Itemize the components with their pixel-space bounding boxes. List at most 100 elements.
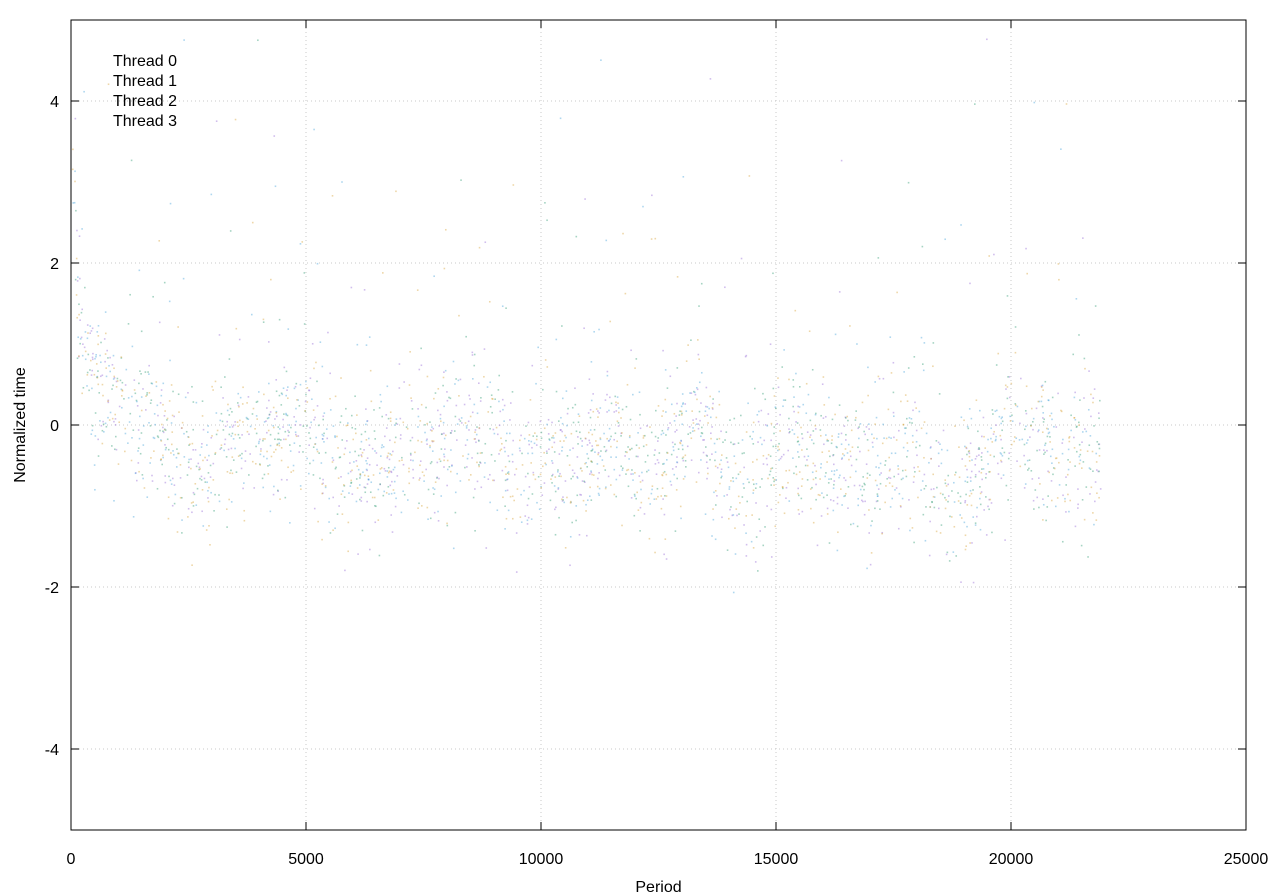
series-0-point: [987, 505, 989, 508]
series-3-point: [1042, 389, 1044, 391]
series-1-point: [284, 430, 287, 433]
series-1-point: [449, 397, 452, 400]
series-0-point: [655, 473, 658, 476]
series-0-point: [977, 448, 980, 450]
series-2-point: [987, 463, 989, 465]
series-1-point: [237, 433, 240, 436]
series-0-point: [173, 415, 175, 418]
series-2-point: [609, 438, 612, 441]
series-1-point: [714, 459, 716, 462]
series-1-point: [275, 390, 278, 393]
series-1-point: [629, 448, 631, 451]
series-1-point: [278, 394, 281, 397]
series-1-point: [757, 570, 759, 572]
series-2-point: [310, 421, 312, 424]
series-3-point: [712, 508, 714, 510]
series-1-point: [195, 465, 198, 468]
series-0-point: [562, 496, 564, 498]
series-0-point: [366, 500, 368, 503]
series-3-point: [324, 485, 327, 487]
series-1-point: [135, 399, 138, 402]
series-1-point: [306, 425, 308, 427]
series-1-point: [832, 454, 835, 456]
series-3-point: [851, 446, 854, 449]
series-3-point: [806, 464, 809, 467]
series-2-point: [316, 448, 318, 451]
series-0-point: [1061, 442, 1064, 444]
series-1-point: [476, 426, 478, 428]
series-3-point: [86, 374, 89, 376]
series-2-point: [406, 499, 409, 501]
series-1-point: [113, 448, 116, 451]
series-3-point: [148, 392, 151, 394]
series-1-point: [624, 451, 627, 453]
series-3-point: [409, 351, 411, 353]
series-2-point: [888, 436, 890, 439]
series-3-point: [509, 495, 512, 498]
series-1-point: [863, 482, 865, 485]
series-2-point: [138, 269, 141, 272]
series-2-point: [1000, 417, 1003, 420]
series-3-point: [114, 413, 117, 416]
series-0-point: [136, 479, 138, 482]
series-2-point: [508, 432, 511, 435]
series-3-point: [684, 454, 687, 457]
series-2-point: [1060, 148, 1062, 150]
series-1-point: [459, 420, 462, 422]
series-0-point: [148, 364, 150, 367]
series-3-point: [241, 403, 244, 405]
series-2-point: [570, 501, 572, 504]
series-1-point: [850, 523, 852, 526]
series-2-point: [859, 423, 862, 425]
series-1-point: [663, 470, 666, 473]
series-1-point: [102, 423, 105, 426]
series-0-point: [706, 467, 709, 470]
series-3-point: [711, 407, 714, 409]
series-2-point: [278, 428, 281, 430]
series-1-point: [774, 445, 777, 448]
series-2-point: [486, 386, 489, 388]
series-2-point: [545, 463, 547, 466]
series-2-point: [976, 506, 978, 509]
series-3-point: [387, 452, 390, 455]
series-2-point: [718, 390, 720, 393]
series-3-point: [1091, 450, 1094, 453]
series-1-point: [302, 451, 304, 453]
series-3-point: [150, 457, 152, 459]
series-0-point: [892, 361, 895, 364]
series-1-point: [338, 456, 341, 459]
series-0-point: [371, 447, 374, 450]
series-0-point: [471, 351, 474, 354]
series-3-point: [170, 443, 173, 446]
series-3-point: [546, 366, 549, 368]
series-2-point: [876, 495, 879, 497]
series-2-point: [711, 535, 713, 537]
series-3-point: [989, 498, 992, 501]
series-0-point: [417, 408, 419, 410]
series-3-point: [337, 447, 339, 449]
series-2-point: [590, 399, 593, 402]
series-1-point: [455, 378, 457, 380]
series-3-point: [178, 452, 180, 455]
series-3-point: [476, 461, 478, 464]
series-2-point: [86, 385, 88, 387]
series-2-point: [802, 403, 805, 406]
series-1-point: [411, 408, 414, 410]
series-3-point: [438, 458, 441, 460]
series-3-point: [388, 470, 391, 473]
series-2-point: [867, 366, 869, 369]
series-1-point: [690, 339, 692, 342]
series-0-point: [188, 466, 190, 469]
series-0-point: [446, 391, 448, 393]
series-2-point: [1089, 435, 1092, 437]
series-0-point: [266, 431, 268, 434]
series-3-point: [211, 385, 213, 388]
series-3-point: [275, 411, 278, 414]
series-0-point: [114, 424, 117, 426]
series-2-point: [73, 201, 76, 204]
series-1-point: [1029, 424, 1032, 427]
series-1-point: [740, 414, 742, 417]
series-3-point: [1069, 499, 1072, 502]
series-0-point: [705, 454, 708, 457]
series-3-point: [89, 359, 92, 362]
